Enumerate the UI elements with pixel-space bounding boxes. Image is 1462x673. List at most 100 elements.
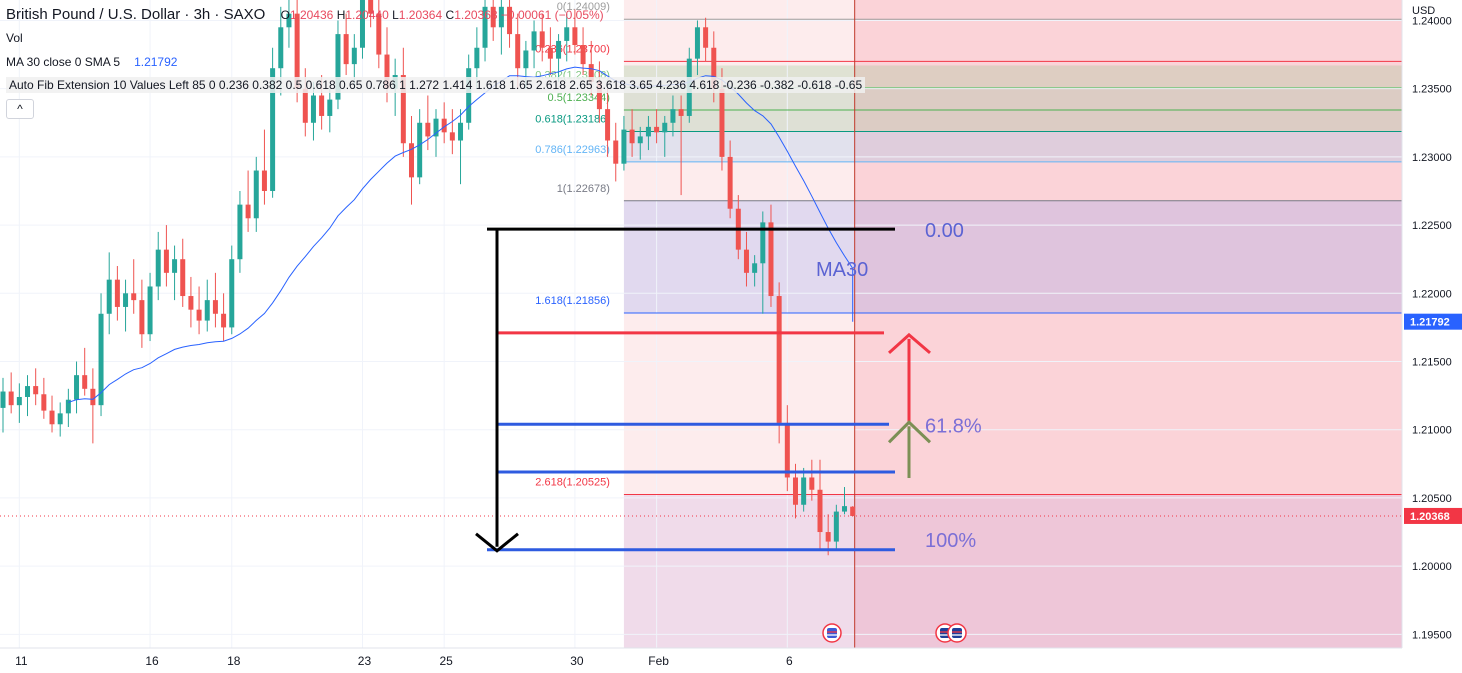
- candle-body: [131, 293, 137, 301]
- candle-body: [335, 34, 341, 100]
- time-axis-tick: Feb: [648, 654, 669, 668]
- symbol-title[interactable]: British Pound / U.S. Dollar · 3h · SAXO: [6, 6, 266, 23]
- chart-legend-title: British Pound / U.S. Dollar · 3h · SAXO …: [6, 6, 604, 23]
- fib-legend[interactable]: Auto Fib Extension 10 Values Left 85 0 0…: [6, 77, 866, 93]
- candle-body: [433, 118, 439, 137]
- candle-body: [441, 118, 447, 133]
- candle-body: [678, 109, 684, 116]
- candle-body: [65, 399, 71, 414]
- price-axis-tick: 1.22000: [1412, 288, 1452, 300]
- collapse-legend-button[interactable]: ^: [6, 99, 34, 119]
- price-axis-tick: 1.24000: [1412, 15, 1452, 27]
- candle-body: [711, 47, 717, 89]
- ohlc-values: O1.20436 H1.20440 L1.20364 C1.20368 −0.0…: [281, 8, 604, 22]
- candle-body: [637, 136, 643, 144]
- fib-zone-past: [623, 0, 855, 648]
- candle-body: [613, 140, 619, 164]
- price-tag-label: 1.20368: [1410, 511, 1450, 523]
- price-axis-currency: USD: [1412, 5, 1435, 17]
- low-label: L: [392, 8, 399, 22]
- candle-body: [564, 27, 570, 41]
- event-flag-icon[interactable]: [822, 623, 842, 643]
- candle-body: [253, 170, 259, 219]
- candle-body: [474, 47, 480, 69]
- candle-body: [41, 394, 47, 411]
- candle-body: [842, 506, 848, 512]
- candle-body: [743, 249, 749, 273]
- candle-body: [82, 375, 88, 389]
- candle-body: [114, 279, 120, 307]
- candle-body: [204, 300, 210, 321]
- fib-band-green-2: [623, 87, 1402, 132]
- candle-body: [629, 129, 635, 144]
- candle-body: [498, 6, 504, 28]
- candle-body: [294, 13, 300, 89]
- candle-body: [482, 6, 488, 48]
- low-value: 1.20364: [398, 8, 443, 22]
- candle-body: [359, 0, 365, 48]
- candle-body: [784, 422, 790, 478]
- candle-body: [49, 410, 55, 425]
- candle-body: [539, 31, 545, 48]
- candle-body: [286, 13, 292, 28]
- candle-body: [670, 109, 676, 123]
- fib-level-label: 1.618(1.21856): [535, 295, 610, 307]
- candle-body: [425, 122, 431, 137]
- candle-body: [384, 54, 390, 89]
- candle-body: [229, 259, 235, 328]
- candle-body: [719, 88, 725, 157]
- candle-body: [90, 388, 96, 406]
- fib-level-label: 0.786(1.22963): [535, 144, 610, 156]
- candle-body: [833, 511, 839, 542]
- time-axis-tick: 6: [786, 654, 793, 668]
- fib-band-purple: [623, 494, 1402, 648]
- candle-body: [57, 413, 63, 425]
- candle-body: [106, 279, 112, 314]
- candle-body: [196, 309, 202, 321]
- annot-100-label: 100%: [925, 530, 976, 552]
- high-value: 1.20440: [345, 8, 389, 22]
- event-flag-square: [952, 628, 962, 638]
- high-label: H: [336, 8, 346, 22]
- fib-level-label: 0(1.24009): [557, 1, 610, 13]
- price-axis-tick: 1.22500: [1412, 220, 1452, 232]
- candle-body: [605, 109, 611, 141]
- fib-level-label: 0.618(1.23186): [535, 114, 610, 126]
- ma-legend[interactable]: MA 30 close 0 SMA 5 1.21792: [6, 55, 177, 69]
- candle-body: [490, 6, 496, 28]
- candle-body: [245, 204, 251, 219]
- candle-body: [776, 296, 782, 423]
- close-label: C: [445, 8, 455, 22]
- candle-body: [147, 286, 153, 335]
- candle-body: [16, 396, 22, 406]
- candle-body: [507, 6, 513, 35]
- candle-body: [180, 259, 186, 297]
- candle-body: [596, 81, 602, 110]
- candle-body: [351, 47, 357, 65]
- candle-body: [621, 129, 627, 164]
- time-axis-tick: 18: [227, 654, 241, 668]
- volume-legend[interactable]: Vol: [6, 31, 23, 45]
- candle-body: [212, 300, 218, 314]
- candle-body: [310, 95, 316, 123]
- candle-body: [825, 532, 831, 542]
- price-axis-tick: 1.21000: [1412, 425, 1452, 437]
- fib-zone-future: [854, 0, 1402, 648]
- price-tag-bg: [1404, 313, 1462, 330]
- candle-body: [163, 249, 169, 273]
- candle-body: [302, 88, 308, 123]
- fib-level-label: 0.236(1.23700): [535, 43, 610, 55]
- candle-body: [572, 27, 578, 46]
- candle-body: [139, 300, 145, 335]
- time-axis-tick: 25: [440, 654, 454, 668]
- event-flag-icon[interactable]: [947, 623, 967, 643]
- candle-body: [645, 126, 651, 137]
- fib-level-label: 1(1.22678): [557, 183, 610, 195]
- open-value: 1.20436: [289, 8, 334, 22]
- candle-body: [556, 40, 562, 59]
- candle-body: [155, 249, 161, 287]
- candle-body: [172, 259, 178, 273]
- candle-body: [523, 50, 529, 69]
- ma-legend-label: MA 30 close 0 SMA 5: [6, 55, 121, 69]
